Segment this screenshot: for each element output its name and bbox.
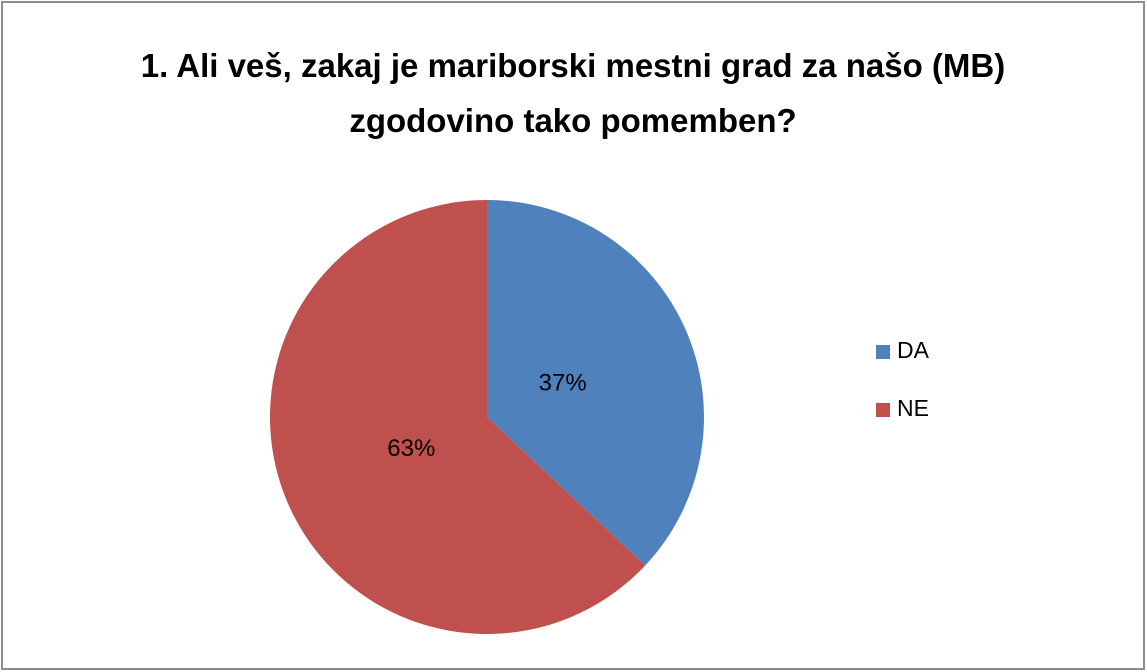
- data-label: 63%: [387, 435, 435, 462]
- legend-label: NE: [897, 395, 929, 421]
- legend-label: DA: [897, 337, 930, 363]
- pie-slice: [270, 200, 646, 634]
- pie-slice: [487, 200, 704, 566]
- data-label: 37%: [539, 370, 587, 397]
- legend-swatch: [876, 345, 890, 359]
- chart-title: 1. Ali veš, zakaj je mariborski mestni g…: [140, 47, 1006, 139]
- legend-swatch: [876, 403, 890, 417]
